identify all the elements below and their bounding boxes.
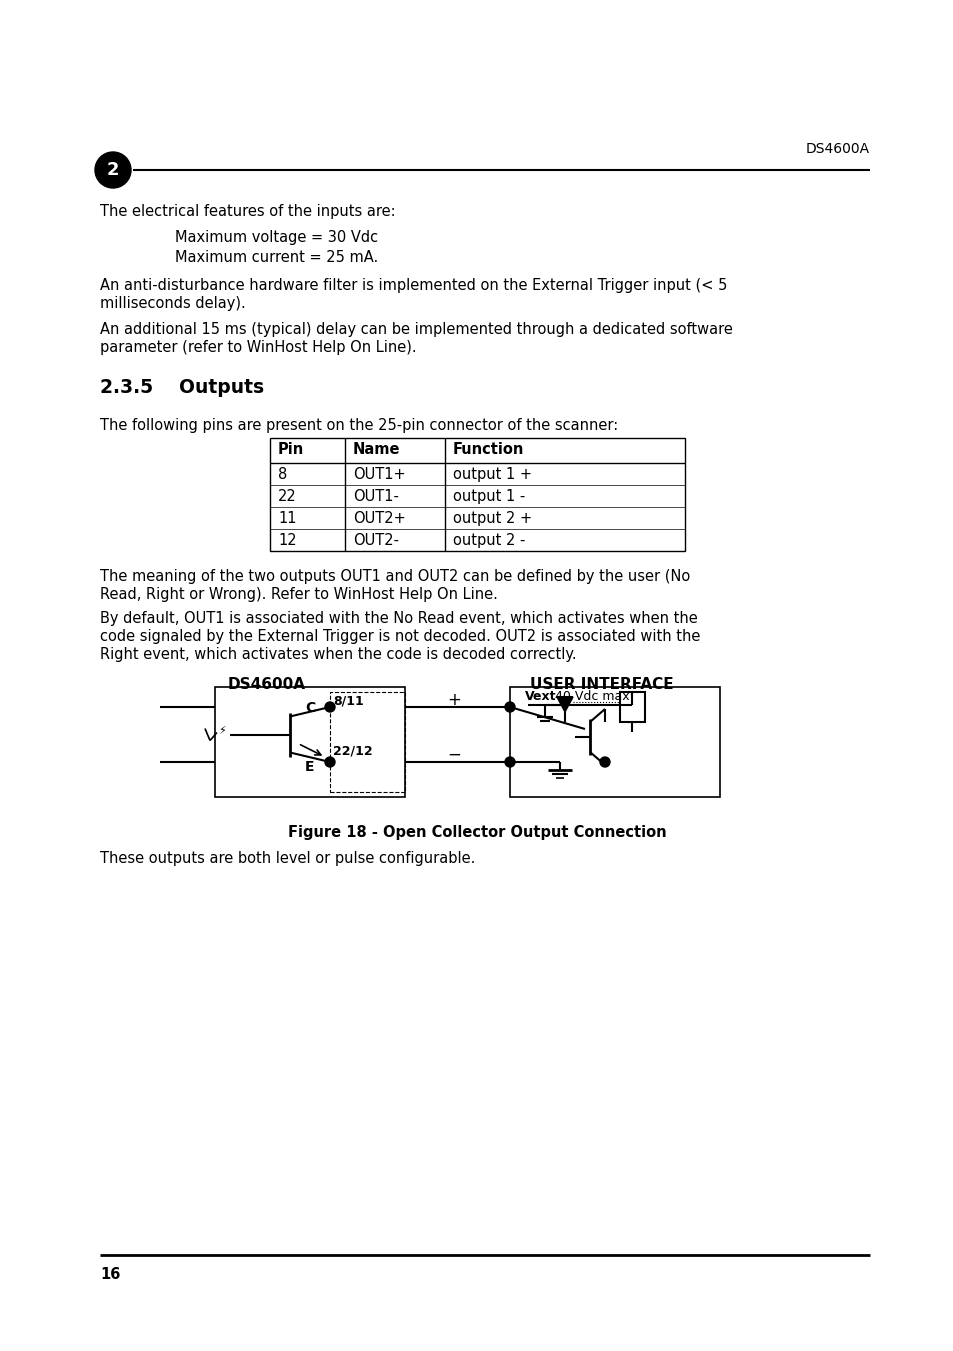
Text: The meaning of the two outputs OUT1 and OUT2 can be defined by the user (No: The meaning of the two outputs OUT1 and …	[100, 569, 690, 584]
Text: Maximum voltage = 30 Vdc: Maximum voltage = 30 Vdc	[174, 230, 377, 245]
Text: Figure 18 - Open Collector Output Connection: Figure 18 - Open Collector Output Connec…	[288, 825, 665, 840]
Bar	[270, 438, 684, 551]
Text: 8: 8	[277, 467, 287, 482]
Text: The following pins are present on the 25-pin connector of the scanner:: The following pins are present on the 25…	[100, 417, 618, 434]
Text: 22: 22	[277, 489, 296, 504]
Text: An additional 15 ms (typical) delay can be implemented through a dedicated softw: An additional 15 ms (typical) delay can …	[100, 322, 732, 336]
Text: 22/12: 22/12	[333, 744, 373, 758]
Text: OUT1-: OUT1-	[353, 489, 398, 504]
Text: Read, Right or Wrong). Refer to WinHost Help On Line.: Read, Right or Wrong). Refer to WinHost …	[100, 586, 497, 603]
Text: milliseconds delay).: milliseconds delay).	[100, 296, 246, 311]
Bar	[510, 688, 720, 797]
Circle shape	[325, 757, 335, 767]
Text: output 1 +: output 1 +	[453, 467, 532, 482]
Text: output 2 -: output 2 -	[453, 534, 525, 549]
Text: C: C	[305, 701, 314, 715]
Text: Name: Name	[353, 442, 400, 457]
Text: 12: 12	[277, 534, 296, 549]
Text: Vext: Vext	[524, 690, 556, 703]
Circle shape	[504, 703, 515, 712]
Text: ⚡: ⚡	[218, 727, 226, 736]
Polygon shape	[557, 697, 573, 712]
Text: 11: 11	[277, 511, 296, 526]
Text: code signaled by the External Trigger is not decoded. OUT2 is associated with th: code signaled by the External Trigger is…	[100, 630, 700, 644]
Text: +: +	[447, 690, 460, 709]
Text: parameter (refer to WinHost Help On Line).: parameter (refer to WinHost Help On Line…	[100, 340, 416, 355]
Text: OUT1+: OUT1+	[353, 467, 405, 482]
Text: USER INTERFACE: USER INTERFACE	[530, 677, 673, 692]
Text: DS4600A: DS4600A	[805, 142, 869, 155]
Circle shape	[599, 757, 609, 767]
Text: OUT2-: OUT2-	[353, 534, 398, 549]
Text: 16: 16	[100, 1267, 120, 1282]
Text: Function: Function	[453, 442, 524, 457]
Text: output 2 +: output 2 +	[453, 511, 532, 526]
Text: 2.3.5    Outputs: 2.3.5 Outputs	[100, 378, 264, 397]
Text: Right event, which activates when the code is decoded correctly.: Right event, which activates when the co…	[100, 647, 576, 662]
Text: These outputs are both level or pulse configurable.: These outputs are both level or pulse co…	[100, 851, 475, 866]
Text: By default, OUT1 is associated with the No Read event, which activates when the: By default, OUT1 is associated with the …	[100, 611, 697, 626]
Text: E: E	[305, 761, 314, 774]
Text: OUT2+: OUT2+	[353, 511, 405, 526]
Text: output 1 -: output 1 -	[453, 489, 525, 504]
Circle shape	[325, 703, 335, 712]
Text: 40 Vdc max: 40 Vdc max	[555, 690, 629, 703]
Text: Pin: Pin	[277, 442, 304, 457]
Circle shape	[95, 153, 131, 188]
Bar	[330, 692, 405, 792]
Text: DS4600A: DS4600A	[228, 677, 306, 692]
Circle shape	[504, 757, 515, 767]
Text: −: −	[447, 746, 460, 765]
Bar	[214, 688, 405, 797]
Text: 8/11: 8/11	[333, 694, 363, 708]
Bar	[619, 692, 644, 721]
Text: 2: 2	[107, 161, 119, 178]
Text: An anti-disturbance hardware filter is implemented on the External Trigger input: An anti-disturbance hardware filter is i…	[100, 278, 726, 293]
Text: Maximum current = 25 mA.: Maximum current = 25 mA.	[174, 250, 377, 265]
Text: The electrical features of the inputs are:: The electrical features of the inputs ar…	[100, 204, 395, 219]
